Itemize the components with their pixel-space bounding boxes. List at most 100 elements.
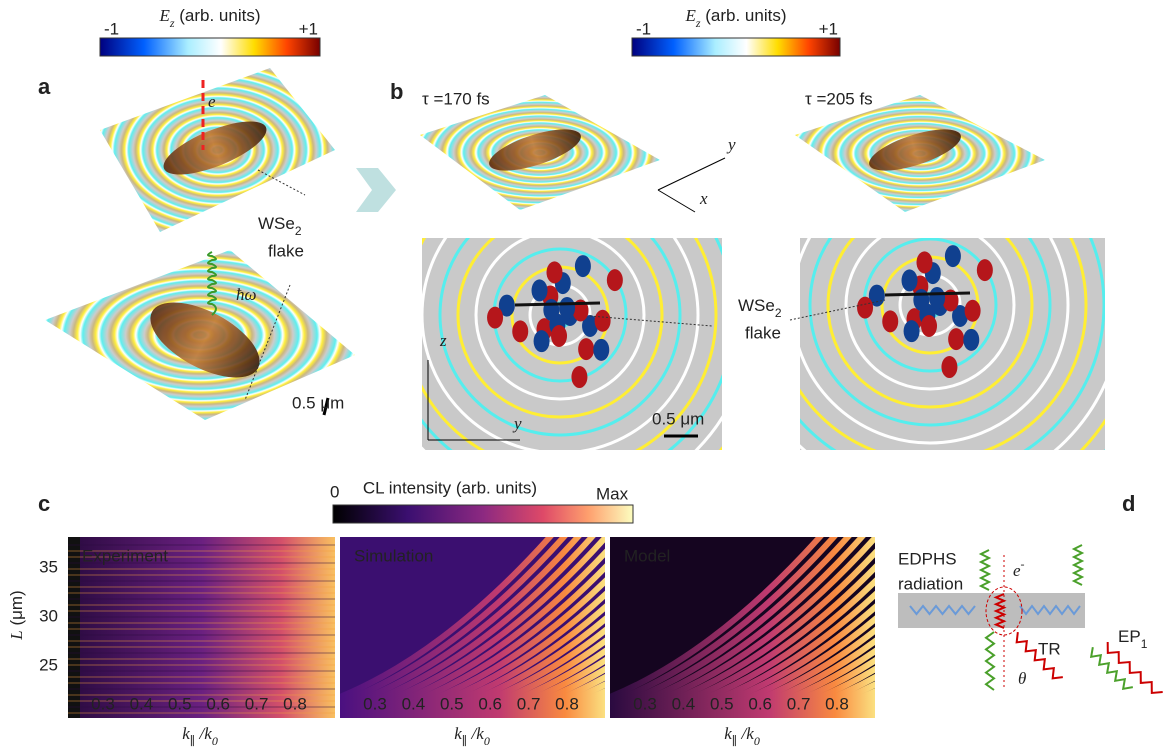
text-part: 0 (754, 734, 760, 748)
flake-label: WSe2 (258, 214, 302, 238)
field-lobe (571, 366, 587, 388)
x-tick-label: 0.7 (787, 694, 811, 713)
x-tick-label: 0.5 (710, 694, 734, 713)
x-tick-label: 0.8 (555, 694, 579, 713)
field-lobe (948, 328, 964, 350)
text-part: - (1021, 557, 1025, 571)
flake-line (885, 293, 970, 295)
angle-label: θ (1018, 669, 1026, 688)
y-tick-label: 30 (39, 606, 58, 625)
text-part: 1 (1141, 637, 1148, 651)
y-tick-label: 25 (39, 655, 58, 674)
flake-line (515, 303, 600, 305)
electron-label: e (208, 92, 216, 111)
text-part: /k (737, 724, 754, 743)
field-lobe (593, 339, 609, 361)
colorbar-label: Ez (arb. units) (158, 6, 260, 30)
colorbar-max: Max (596, 484, 629, 503)
scale-label: 0.5 μm (292, 393, 344, 412)
x-tick-label: 0.3 (363, 694, 387, 713)
electron-label: e- (1013, 557, 1025, 580)
field-lobe (929, 287, 945, 309)
text-part: EP (1118, 627, 1141, 646)
field-lobe (945, 245, 961, 267)
radiation-wave (1074, 545, 1082, 585)
photon-label: ħω (236, 285, 257, 304)
x-tick-label: 0.6 (748, 694, 772, 713)
field-lobe (543, 299, 559, 321)
figure: Ez (arb. units)-1+1Ez (arb. units)-1+1ae… (0, 0, 1172, 748)
colorbar-min: -1 (636, 19, 651, 38)
colorbar-min: 0 (330, 482, 339, 501)
text-part: 2 (775, 306, 782, 320)
axis-label: z (439, 331, 447, 350)
text-part: WSe (258, 214, 295, 233)
x-tick-label: 0.6 (478, 694, 502, 713)
text-part: /k (467, 724, 484, 743)
field-lobe (512, 320, 528, 342)
axis-label: x (699, 189, 708, 208)
time-label: τ =170 fs (422, 89, 490, 108)
text-part: 0 (484, 734, 490, 748)
y-axis-label: L (μm) (7, 590, 27, 640)
source-label: radiation (898, 574, 963, 593)
text-part: WSe (738, 296, 775, 315)
field-lobe (882, 310, 898, 332)
time-label: τ =205 fs (805, 89, 873, 108)
tr-label: TR (1038, 639, 1061, 658)
field-lobe (575, 255, 591, 277)
colorbar-label: CL intensity (arb. units) (363, 478, 537, 497)
field-lobe (578, 338, 594, 360)
colorbar-label: Ez (arb. units) (684, 6, 786, 30)
x-axis-label: k∥ /k0 (724, 724, 760, 748)
colorbar-max: +1 (299, 19, 318, 38)
panel-label: c (38, 491, 50, 516)
axis-arrow (658, 158, 725, 190)
map-title: Model (624, 546, 670, 565)
field-lobe (902, 269, 918, 291)
colorbar-max: +1 (819, 19, 838, 38)
text-part: L (7, 630, 26, 640)
flake-label: WSe2 (738, 296, 782, 320)
scale-label: 0.5 μm (652, 409, 704, 428)
flow-arrow (356, 168, 396, 212)
text-part: 2 (295, 224, 302, 238)
field-lobe (595, 310, 611, 332)
field-lobe (551, 325, 567, 347)
x-axis-label: k∥ /k0 (454, 724, 490, 748)
x-tick-label: 0.7 (517, 694, 541, 713)
map-title: Simulation (354, 546, 433, 565)
field-lobe (963, 329, 979, 351)
x-tick-label: 0.3 (91, 694, 115, 713)
axis-arrow (658, 190, 695, 212)
field-lobe (532, 279, 548, 301)
text-part: 0 (212, 734, 218, 748)
y-tick-label: 35 (39, 557, 58, 576)
panel-label: a (38, 74, 51, 99)
x-tick-label: 0.7 (245, 694, 269, 713)
heatmap-edge (68, 537, 80, 718)
ep-label: EP1 (1118, 627, 1148, 651)
axis-label: y (726, 135, 736, 154)
flake-label: flake (745, 323, 781, 342)
x-axis-label: k∥ /k0 (182, 724, 218, 748)
field-lobe (546, 261, 562, 283)
flake-label: flake (268, 241, 304, 260)
field-lobe (977, 259, 993, 281)
text-part: /k (195, 724, 212, 743)
panel-label: d (1122, 491, 1135, 516)
field-lobe (559, 297, 575, 319)
x-tick-label: 0.6 (206, 694, 230, 713)
x-tick-label: 0.4 (130, 694, 154, 713)
panel-label: b (390, 79, 403, 104)
x-tick-label: 0.8 (825, 694, 849, 713)
field-lobe (916, 251, 932, 273)
axis-label: y (512, 414, 522, 433)
field-lobe (921, 315, 937, 337)
colorbar (100, 38, 320, 56)
field-lobe (965, 300, 981, 322)
colorbar (632, 38, 840, 56)
field-lobe (941, 356, 957, 378)
field-lobe (534, 330, 550, 352)
field-lobe (487, 307, 503, 329)
